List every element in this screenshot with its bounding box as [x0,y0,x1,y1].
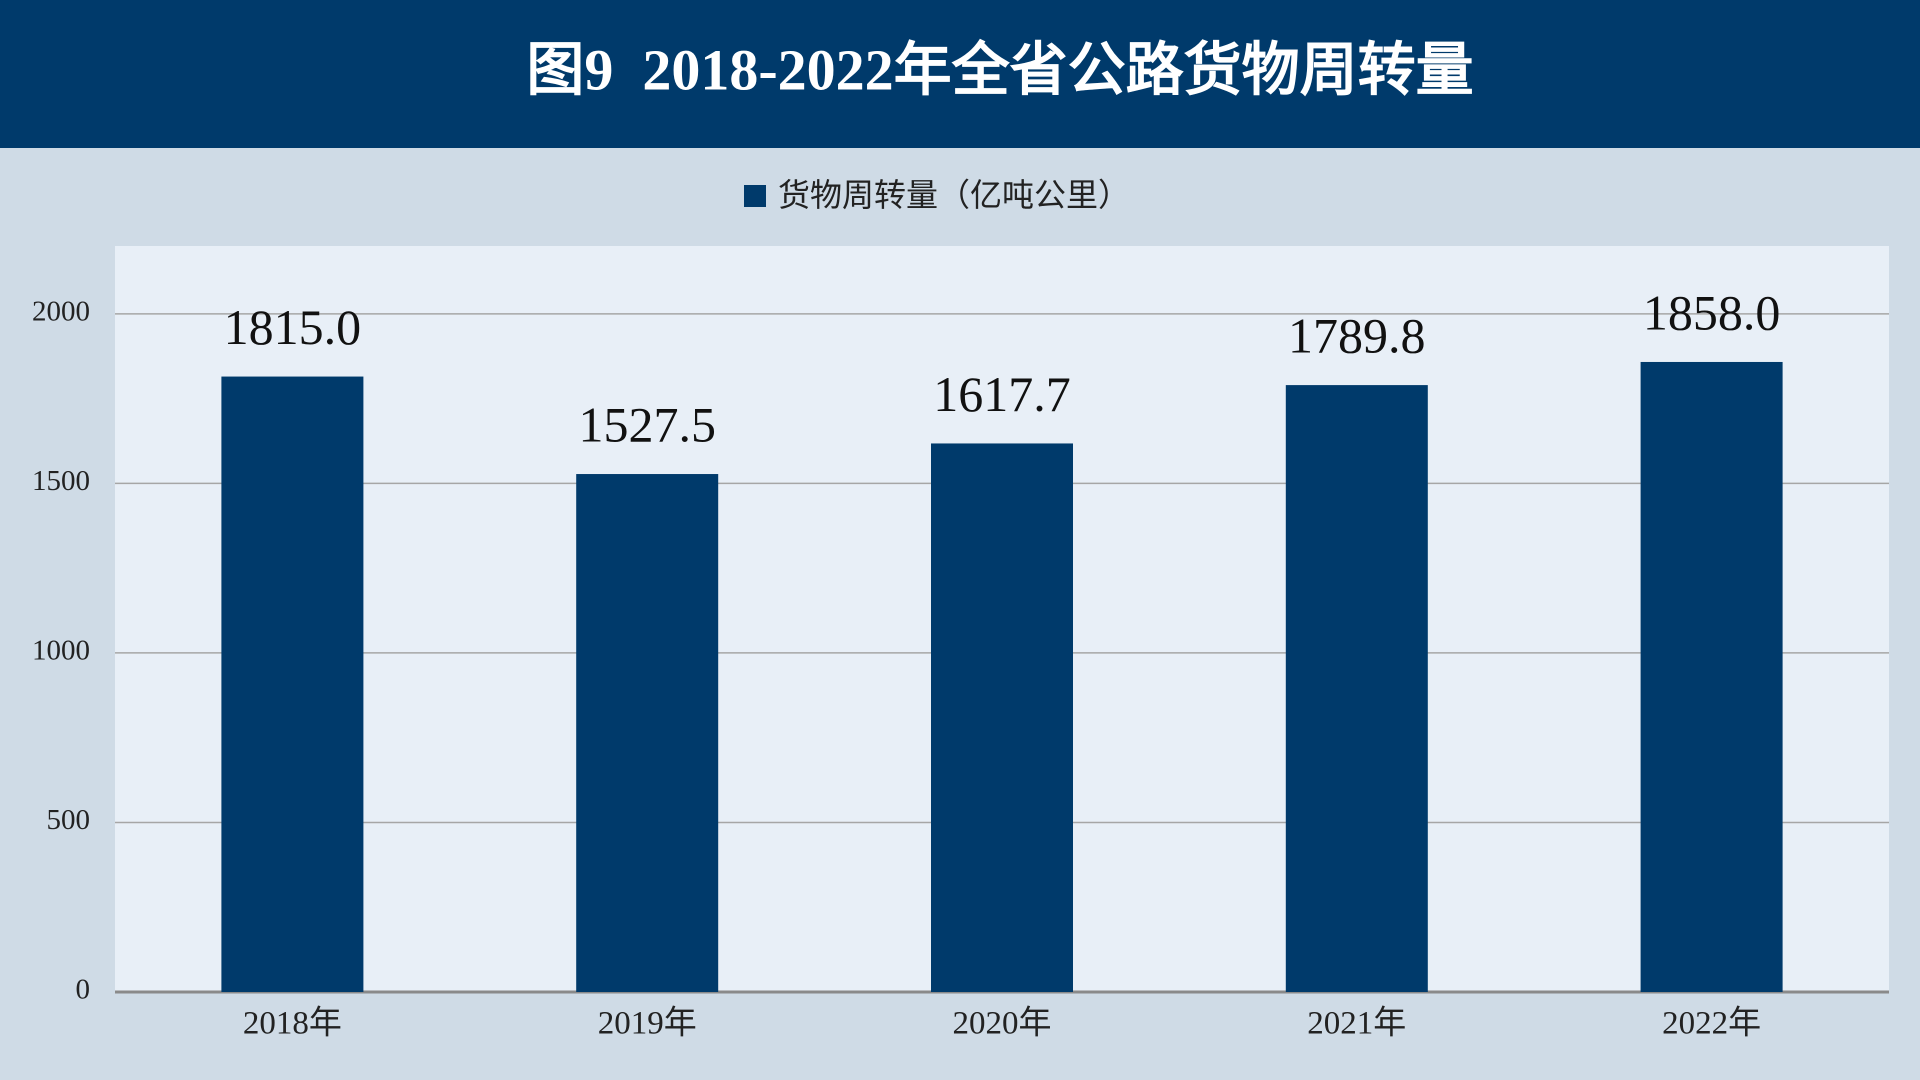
data-label: 1789.8 [1288,308,1426,364]
data-label: 1815.0 [224,299,362,355]
legend-label: 货物周转量（亿吨公里） [778,176,1130,214]
x-tick-label: 2020年 [953,1005,1052,1042]
x-tick-label: 2018年 [243,1005,342,1042]
y-tick-label: 2000 [32,295,90,327]
y-tick-label: 500 [47,804,91,836]
y-tick-label: 1000 [32,635,90,667]
y-tick-label: 1500 [32,465,90,497]
bar [1285,385,1428,992]
chart-title: 图9 2018-2022年全省公路货物周转量 [526,37,1473,102]
bar [221,376,364,992]
legend-swatch [744,185,766,207]
x-tick-label: 2022年 [1662,1005,1761,1042]
data-label: 1858.0 [1643,284,1781,340]
data-label: 1617.7 [933,366,1071,422]
title-bar [0,0,1920,148]
x-tick-label: 2019年 [598,1005,697,1042]
x-tick-label: 2021年 [1307,1005,1406,1042]
y-tick-label: 0 [76,974,91,1006]
data-label: 1527.5 [578,397,716,453]
bar [576,474,719,992]
bar [931,443,1073,992]
bar [1640,361,1783,992]
